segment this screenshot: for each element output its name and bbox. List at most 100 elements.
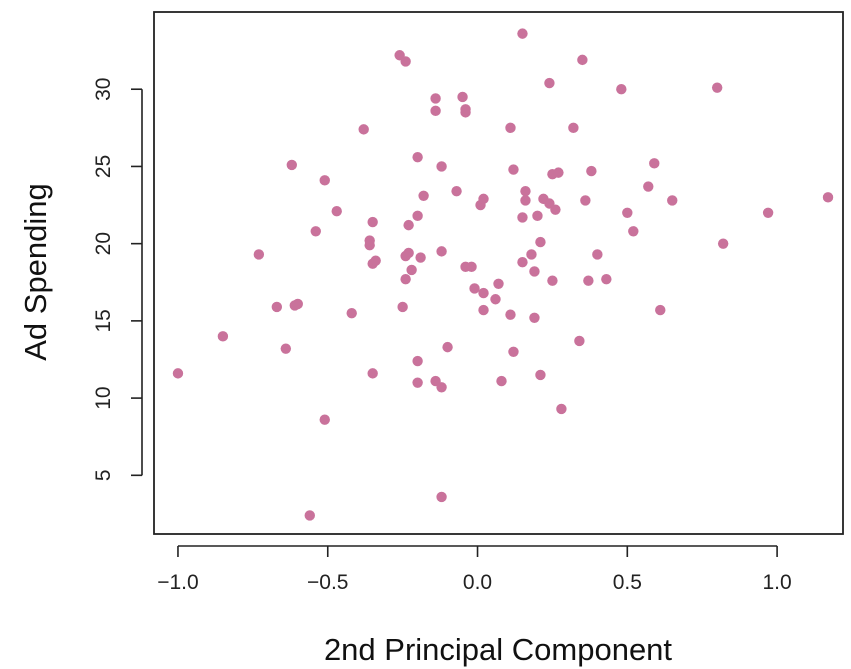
y-tick-label: 10 bbox=[92, 386, 115, 409]
data-point bbox=[717, 238, 729, 249]
data-point bbox=[601, 273, 612, 285]
data-point bbox=[643, 181, 654, 192]
data-point bbox=[370, 255, 381, 266]
data-point bbox=[403, 247, 414, 259]
x-tick-label: −0.5 bbox=[307, 571, 348, 594]
data-point bbox=[292, 298, 303, 310]
data-point bbox=[568, 122, 579, 134]
data-point bbox=[822, 192, 834, 203]
data-point bbox=[331, 206, 342, 217]
data-point bbox=[628, 226, 639, 237]
data-point bbox=[478, 287, 489, 299]
data-point bbox=[649, 158, 660, 169]
data-point bbox=[520, 195, 531, 206]
data-point bbox=[358, 124, 369, 135]
data-point bbox=[403, 219, 414, 231]
data-point bbox=[319, 414, 330, 425]
y-tick-label: 20 bbox=[92, 232, 115, 255]
data-point bbox=[711, 82, 723, 93]
data-point bbox=[400, 273, 411, 285]
data-point bbox=[556, 403, 567, 415]
data-point bbox=[496, 375, 507, 387]
data-point bbox=[217, 331, 229, 342]
data-point bbox=[490, 294, 501, 305]
data-point bbox=[304, 510, 315, 521]
data-point bbox=[478, 193, 489, 205]
data-point bbox=[436, 246, 447, 257]
data-point bbox=[508, 346, 519, 357]
y-tick-label: 5 bbox=[92, 469, 115, 481]
data-point bbox=[460, 107, 471, 118]
plot-area-frame bbox=[153, 11, 844, 535]
data-point bbox=[553, 167, 564, 178]
data-point bbox=[280, 343, 292, 354]
data-point bbox=[457, 91, 468, 103]
data-point bbox=[310, 226, 321, 237]
data-point bbox=[430, 105, 441, 117]
data-point bbox=[655, 304, 666, 316]
data-point bbox=[346, 307, 357, 319]
data-point bbox=[412, 210, 423, 222]
data-point bbox=[466, 261, 477, 273]
data-point bbox=[367, 368, 378, 379]
x-tick-label: 0.5 bbox=[613, 571, 642, 594]
data-point bbox=[442, 341, 453, 353]
x-tick-label: 1.0 bbox=[762, 571, 791, 594]
x-tick-label: 0.0 bbox=[463, 571, 492, 594]
data-point bbox=[418, 190, 429, 201]
data-point bbox=[622, 207, 633, 218]
data-point bbox=[436, 382, 447, 393]
data-point bbox=[412, 151, 423, 163]
data-point bbox=[286, 159, 297, 171]
data-point bbox=[406, 264, 417, 276]
data-point bbox=[451, 185, 462, 197]
data-point bbox=[550, 204, 561, 215]
data-point bbox=[478, 304, 489, 316]
data-point bbox=[505, 309, 516, 320]
data-point bbox=[517, 28, 528, 39]
data-point bbox=[616, 84, 627, 95]
data-point bbox=[535, 236, 546, 248]
data-point bbox=[271, 301, 283, 313]
x-axis: −1.0 −0.5 0.0 0.5 1.0 bbox=[157, 545, 792, 594]
data-point bbox=[415, 252, 426, 263]
data-point bbox=[505, 122, 516, 134]
data-point bbox=[436, 161, 447, 172]
data-point bbox=[762, 207, 774, 218]
data-point bbox=[253, 249, 265, 260]
x-tick-label: −1.0 bbox=[157, 571, 198, 594]
y-tick-label: 15 bbox=[92, 309, 115, 332]
y-axis: 5 10 15 20 25 30 bbox=[92, 78, 143, 481]
data-point bbox=[547, 275, 558, 286]
data-point bbox=[508, 164, 519, 175]
data-point bbox=[412, 377, 423, 388]
data-point bbox=[544, 77, 555, 89]
data-point bbox=[517, 256, 528, 268]
data-point bbox=[364, 235, 375, 246]
data-point bbox=[430, 93, 441, 104]
data-point bbox=[493, 278, 504, 290]
data-point bbox=[574, 335, 585, 347]
y-tick-label: 25 bbox=[92, 155, 115, 178]
data-point bbox=[586, 165, 597, 177]
data-point bbox=[367, 216, 378, 228]
data-point bbox=[592, 249, 603, 260]
data-point bbox=[583, 275, 594, 286]
data-point bbox=[580, 195, 591, 206]
x-axis-title: 2nd Principal Component bbox=[324, 632, 672, 667]
data-point bbox=[526, 249, 537, 260]
data-point bbox=[529, 266, 540, 277]
data-points bbox=[172, 28, 834, 521]
data-point bbox=[397, 301, 408, 313]
data-point bbox=[517, 212, 528, 223]
y-tick-label: 30 bbox=[92, 78, 115, 101]
y-axis-title: Ad Spending bbox=[18, 183, 53, 361]
data-point bbox=[667, 195, 678, 206]
data-point bbox=[412, 355, 423, 367]
data-point bbox=[535, 369, 546, 381]
data-point bbox=[529, 312, 540, 323]
data-point bbox=[400, 56, 411, 67]
data-point bbox=[577, 54, 588, 66]
data-point bbox=[172, 368, 184, 379]
